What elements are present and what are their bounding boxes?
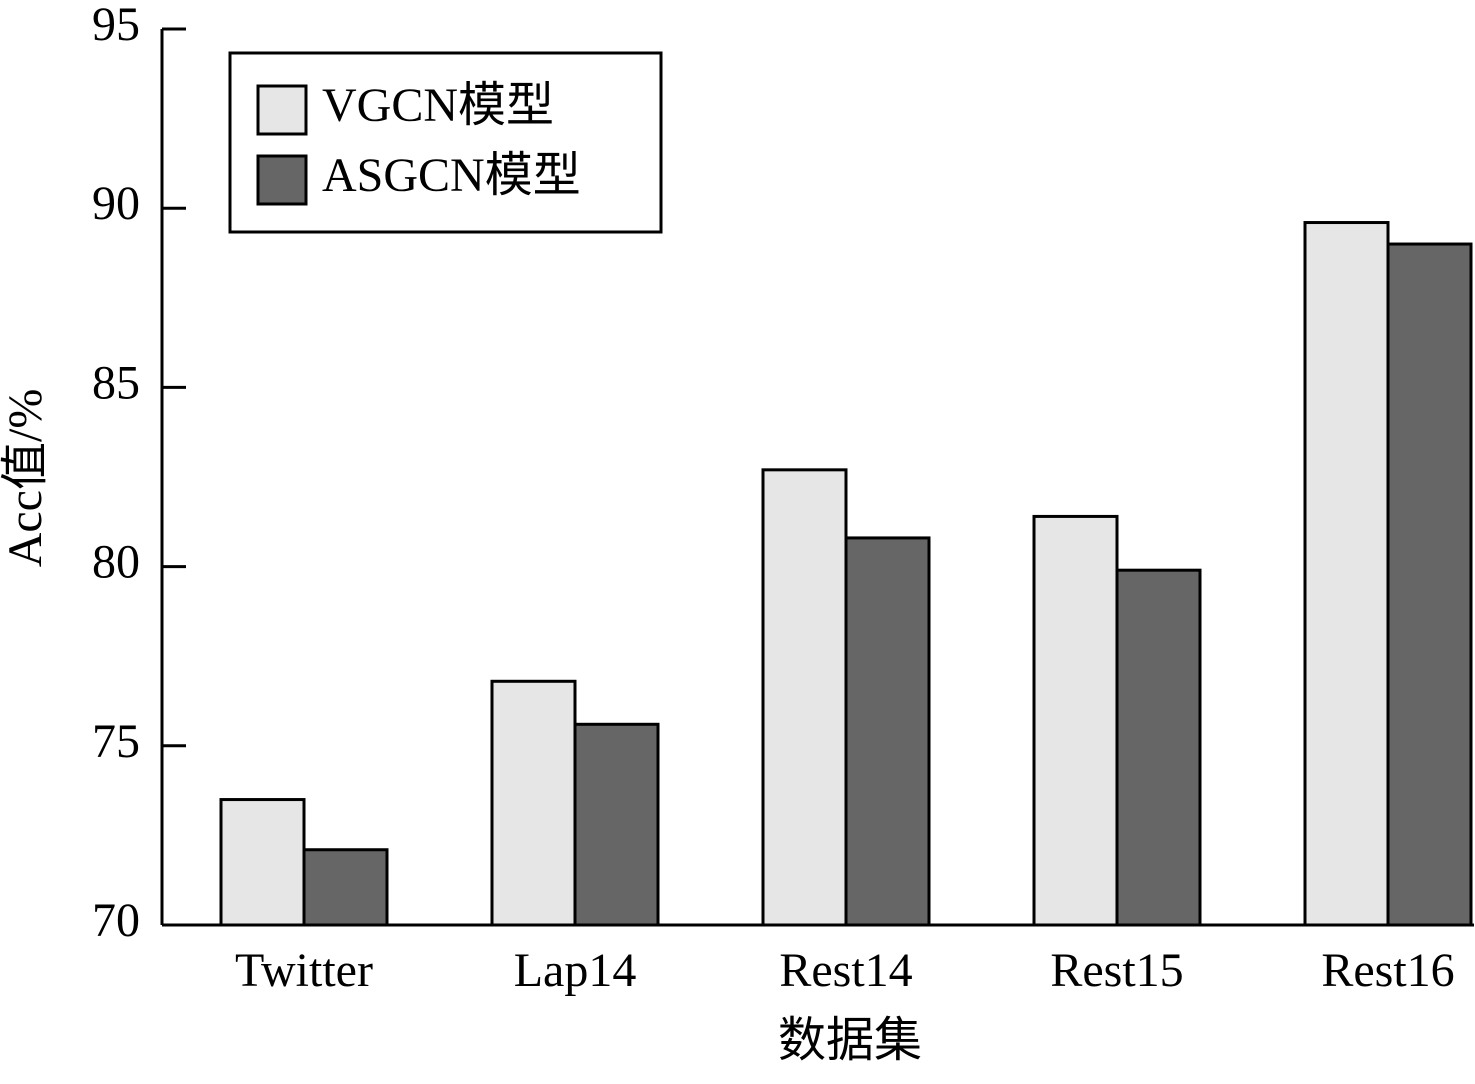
x-tick-label: Lap14: [514, 944, 637, 997]
bar: [1032, 514, 1119, 927]
y-tick-label: 95: [92, 0, 140, 51]
y-tick-label: 85: [92, 356, 140, 409]
bar: [844, 536, 931, 927]
x-tick-label: Rest15: [1050, 944, 1183, 997]
bar: [490, 679, 577, 927]
legend-swatch: [256, 84, 308, 136]
y-tick-label: 75: [92, 715, 140, 768]
bar: [1386, 242, 1473, 927]
bar: [219, 798, 306, 927]
legend-label: VGCN模型: [322, 79, 554, 132]
x-tick-label: Rest14: [779, 944, 912, 997]
x-tick-label: Twitter: [235, 944, 373, 997]
bar: [1115, 568, 1202, 927]
bar: [302, 848, 389, 927]
y-tick-label: 70: [92, 894, 140, 947]
y-axis-label: Acc值/%: [0, 389, 52, 568]
bar: [1303, 221, 1390, 927]
x-tick-label: Rest16: [1321, 944, 1454, 997]
legend-swatch: [256, 154, 308, 206]
legend-label: ASGCN模型: [322, 149, 581, 202]
y-tick-label: 80: [92, 536, 140, 589]
bar: [761, 468, 848, 927]
bar: [573, 722, 660, 927]
x-axis-label: 数据集: [778, 1014, 922, 1067]
y-tick-label: 90: [92, 177, 140, 230]
